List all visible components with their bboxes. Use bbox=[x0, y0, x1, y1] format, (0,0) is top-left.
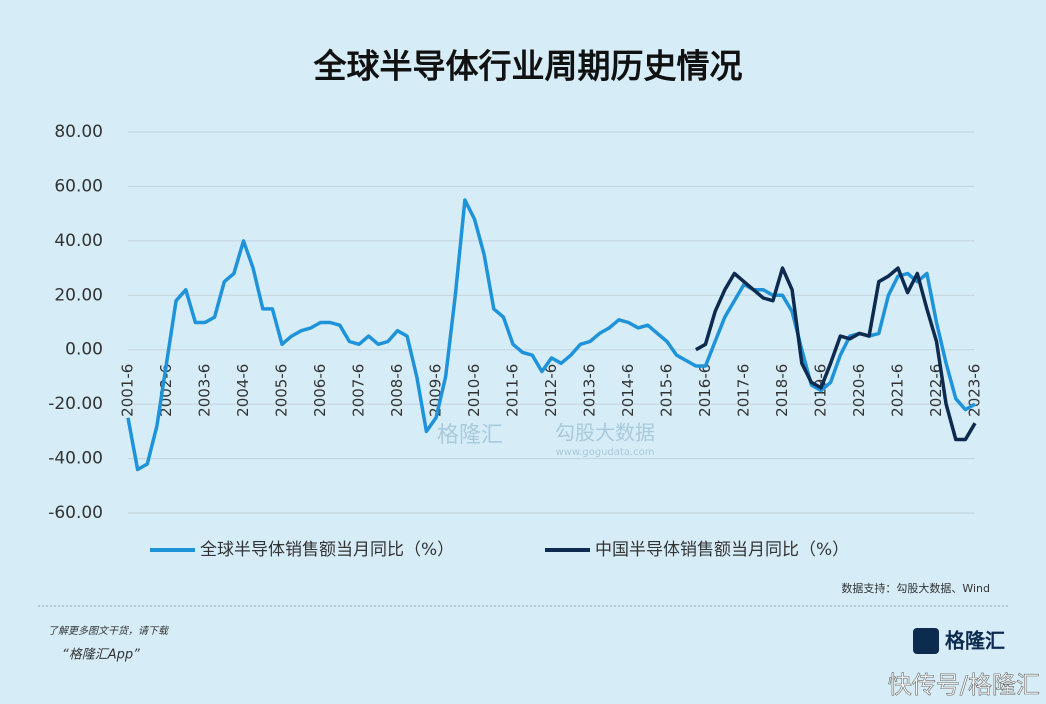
series-line bbox=[126, 198, 976, 472]
watermark: 快传号/格隆汇 bbox=[888, 671, 1040, 699]
x-tick-label: 2010-6 bbox=[465, 364, 483, 417]
x-tick-label: 2018-6 bbox=[773, 364, 791, 417]
x-tick-label: 2014-6 bbox=[619, 364, 637, 417]
x-tick-label: 2016-6 bbox=[696, 364, 714, 417]
source: 数据支持：勾股大数据、Wind bbox=[841, 581, 990, 595]
y-tick-label: 80.00 bbox=[54, 122, 103, 142]
x-tick-label: 2008-6 bbox=[388, 364, 406, 417]
x-tick-label: 2001-6 bbox=[119, 364, 137, 417]
watermark: www.gogudata.com bbox=[555, 447, 654, 458]
logo: 格隆汇 bbox=[945, 629, 1005, 653]
x-tick-label: 2011-6 bbox=[504, 364, 522, 417]
x-tick-label: 2004-6 bbox=[234, 364, 252, 417]
x-tick-label: 2012-6 bbox=[542, 364, 560, 417]
legend-label: 中国半导体销售额当月同比（%） bbox=[595, 540, 849, 560]
x-tick-label: 2013-6 bbox=[581, 364, 599, 417]
x-tick-label: 2021-6 bbox=[889, 364, 907, 417]
series-line bbox=[695, 266, 977, 442]
legend-label: 全球半导体销售额当月同比（%） bbox=[200, 540, 454, 560]
watermark: 勾股大数据 bbox=[555, 421, 655, 445]
x-tick-label: 2006-6 bbox=[311, 364, 329, 417]
y-tick-label: -20.00 bbox=[48, 394, 103, 414]
y-tick-label: -40.00 bbox=[48, 449, 103, 469]
x-tick-label: 2003-6 bbox=[196, 364, 214, 417]
x-tick-label: 2017-6 bbox=[735, 364, 753, 417]
footer-note: 了解更多图文干货，请下载 bbox=[48, 625, 170, 637]
x-tick-label: 2023-6 bbox=[966, 364, 984, 417]
footer-app: “格隆汇App” bbox=[62, 648, 140, 663]
logo-icon bbox=[913, 628, 939, 654]
x-tick-label: 2007-6 bbox=[350, 364, 368, 417]
x-tick-label: 2020-6 bbox=[850, 364, 868, 417]
x-tick-label: 2015-6 bbox=[658, 364, 676, 417]
y-tick-label: 40.00 bbox=[54, 231, 103, 251]
y-tick-label: 60.00 bbox=[54, 176, 103, 196]
watermark: 格隆汇 bbox=[437, 423, 503, 448]
y-tick-label: 0.00 bbox=[65, 340, 103, 360]
x-tick-label: 2005-6 bbox=[273, 364, 291, 417]
chart-title: 全球半导体行业周期历史情况 bbox=[313, 47, 743, 86]
y-tick-label: 20.00 bbox=[54, 285, 103, 305]
y-tick-label: -60.00 bbox=[48, 503, 103, 523]
